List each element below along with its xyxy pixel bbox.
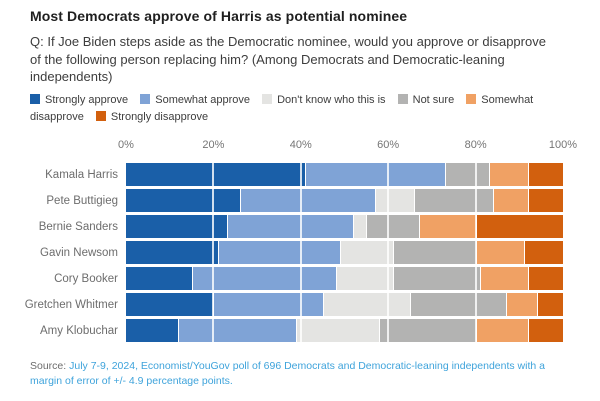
- bar-segment: [528, 319, 563, 342]
- stacked-bar: [126, 163, 563, 186]
- axis-tick-label: 80%: [464, 139, 487, 151]
- bar-segment: [506, 293, 537, 316]
- legend-label: Don't know who this is: [277, 94, 386, 106]
- bar-segment: [213, 293, 323, 316]
- bar-row: Pete Buttigieg: [0, 189, 563, 212]
- bar-segment: [414, 189, 494, 212]
- category-label: Cory Booker: [54, 272, 118, 285]
- bar-segment: [126, 215, 227, 238]
- bar-segment: [366, 215, 419, 238]
- poll-question: Q: If Joe Biden steps aside as the Democ…: [30, 34, 546, 84]
- bar-segment: [178, 319, 297, 342]
- page-title: Most Democrats approve of Harris as pote…: [30, 8, 408, 24]
- bar-segment: [536, 293, 563, 316]
- legend-item: Somewhat disapprove: [30, 94, 533, 123]
- legend-item: Strongly approve: [30, 94, 128, 106]
- category-label: Pete Buttigieg: [46, 194, 118, 207]
- bar-row: Amy Klobuchar: [0, 319, 563, 342]
- source-note: Source: July 7-9, 2024, Economist/YouGov…: [30, 359, 562, 389]
- bar-row: Cory Booker: [0, 267, 563, 290]
- x-axis: 0% 20% 40% 60% 80% 100%: [118, 139, 577, 152]
- bar-segment: [493, 189, 529, 212]
- bar-segment: [375, 189, 415, 212]
- bar-segment: [392, 241, 476, 264]
- bar-segment: [335, 267, 393, 290]
- legend-swatch-icon: [397, 94, 408, 104]
- legend-swatch-icon: [140, 94, 151, 104]
- bar-segment: [305, 163, 445, 186]
- category-label: Kamala Harris: [45, 168, 118, 181]
- legend: Strongly approve Somewhat approve Don't …: [30, 92, 538, 126]
- category-label: Amy Klobuchar: [40, 324, 118, 337]
- legend-label: Strongly approve: [45, 94, 129, 106]
- category-label: Gavin Newsom: [40, 246, 118, 259]
- bar-segment: [239, 189, 376, 212]
- bar-segment: [475, 215, 563, 238]
- bar-segment: [479, 267, 528, 290]
- bar-segment: [126, 241, 218, 264]
- bar-segment: [126, 319, 179, 342]
- axis-tick-label: 60%: [377, 139, 400, 151]
- legend-item: Not sure: [397, 94, 455, 106]
- bar-segment: [523, 241, 563, 264]
- bar-segment: [444, 163, 489, 186]
- bar-segment: [418, 215, 476, 238]
- bar-row: Gavin Newsom: [0, 241, 563, 264]
- axis-tick-label: 100%: [548, 139, 578, 151]
- legend-label: Somewhat disapprove: [30, 94, 534, 123]
- bar-segment: [126, 267, 192, 290]
- bar-segment: [340, 241, 393, 264]
- stacked-bar: [126, 267, 563, 290]
- axis-tick-label: 40%: [289, 139, 312, 151]
- bar-segment: [191, 267, 336, 290]
- legend-label: Not sure: [412, 94, 455, 106]
- bar-row: Bernie Sanders: [0, 215, 563, 238]
- bar-segment: [126, 189, 240, 212]
- stacked-bar: [126, 215, 563, 238]
- axis-tick-label: 20%: [202, 139, 225, 151]
- source-text: July 7-9, 2024, Economist/YouGov poll of…: [30, 360, 545, 387]
- legend-item: Don't know who this is: [262, 94, 386, 106]
- bar-segment: [528, 189, 563, 212]
- bars: Kamala Harris Pete Buttigieg Bernie Sander…: [0, 163, 563, 345]
- bar-row: Kamala Harris: [0, 163, 563, 186]
- stacked-bar: [126, 241, 563, 264]
- legend-swatch-icon: [262, 94, 273, 104]
- legend-swatch-icon: [95, 111, 106, 121]
- bar-row: Gretchen Whitmer: [0, 293, 563, 316]
- legend-label: Strongly disapprove: [110, 111, 209, 123]
- legend-swatch-icon: [466, 94, 477, 104]
- bar-segment: [475, 241, 524, 264]
- legend-item: Strongly disapprove: [95, 111, 209, 123]
- bar-segment: [296, 319, 380, 342]
- legend-label: Somewhat approve: [155, 94, 251, 106]
- bar-segment: [126, 163, 306, 186]
- stacked-bar: [126, 293, 563, 316]
- bar-segment: [217, 241, 341, 264]
- source-prefix: Source:: [30, 360, 67, 372]
- bar-segment: [528, 267, 563, 290]
- legend-swatch-icon: [30, 94, 40, 104]
- bar-segment: [126, 293, 214, 316]
- bar-segment: [379, 319, 476, 342]
- bar-segment: [226, 215, 354, 238]
- axis-tick-label: 0%: [118, 139, 134, 151]
- bar-segment: [392, 267, 480, 290]
- stacked-bar: [126, 319, 563, 342]
- category-label: Gretchen Whitmer: [24, 298, 118, 311]
- bar-segment: [528, 163, 563, 186]
- bar-segment: [410, 293, 507, 316]
- bar-segment: [488, 163, 528, 186]
- stacked-bar: [126, 189, 563, 212]
- bar-segment: [475, 319, 528, 342]
- bar-segment: [322, 293, 411, 316]
- category-label: Bernie Sanders: [38, 220, 118, 233]
- bar-segment: [353, 215, 367, 238]
- legend-item: Somewhat approve: [140, 94, 250, 106]
